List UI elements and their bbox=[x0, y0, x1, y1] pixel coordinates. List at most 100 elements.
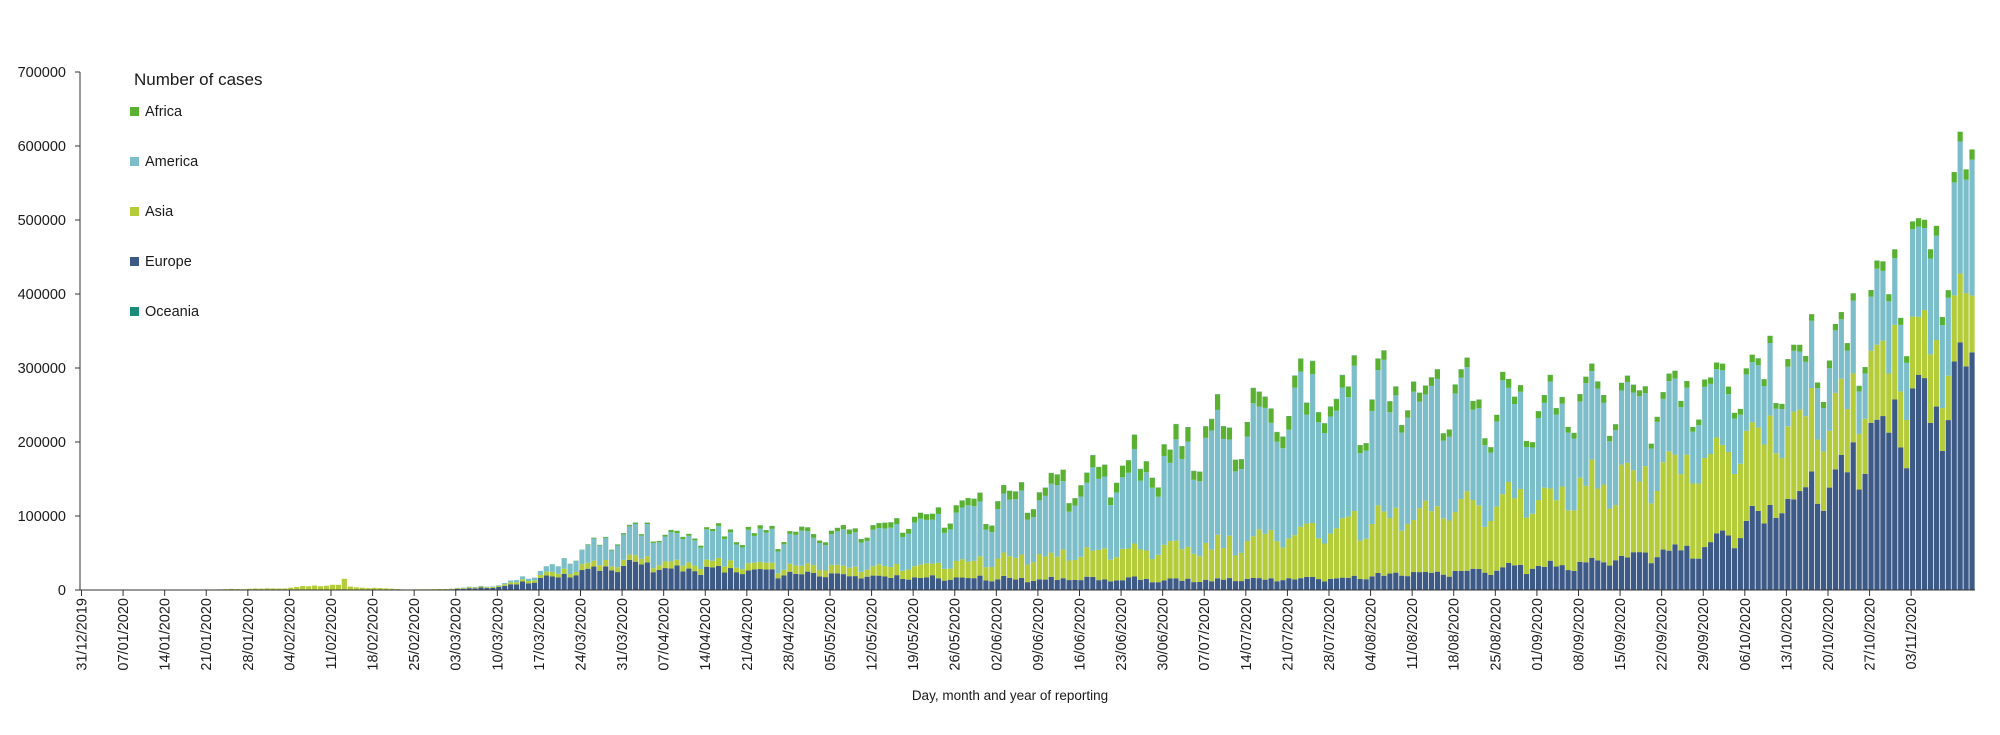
bar-europe bbox=[1910, 388, 1916, 590]
bar-asia bbox=[573, 571, 579, 576]
bar-africa bbox=[793, 531, 799, 535]
bar-europe bbox=[1672, 544, 1678, 590]
bar-asia bbox=[793, 565, 799, 574]
bar-asia bbox=[692, 565, 698, 572]
bar-europe bbox=[1577, 561, 1583, 590]
legend: Number of cases Africa America Asia Europe O… bbox=[130, 70, 263, 320]
bar-europe bbox=[852, 576, 858, 590]
bar-america bbox=[1874, 268, 1880, 345]
bar-europe bbox=[1482, 572, 1488, 590]
bar-africa bbox=[1042, 487, 1048, 496]
bar-europe bbox=[799, 574, 805, 590]
bar-africa bbox=[1761, 379, 1767, 387]
bar-africa bbox=[1910, 221, 1916, 230]
bar-asia bbox=[1725, 451, 1732, 536]
bar-europe bbox=[692, 571, 698, 590]
bar-africa bbox=[757, 525, 763, 529]
bar-europe bbox=[769, 569, 775, 590]
bar-asia bbox=[1666, 451, 1672, 551]
bar-africa bbox=[1500, 372, 1506, 381]
bar-asia bbox=[1381, 511, 1387, 576]
bar-africa bbox=[1315, 412, 1322, 423]
bar-europe bbox=[1660, 549, 1666, 590]
bar-america bbox=[1844, 350, 1850, 410]
bar-america bbox=[1565, 432, 1571, 511]
bar-asia bbox=[1618, 464, 1625, 556]
bar-africa bbox=[1868, 290, 1874, 297]
bar-asia bbox=[805, 563, 811, 572]
bar-europe bbox=[1725, 535, 1732, 590]
bar-america bbox=[1310, 373, 1316, 523]
legend-swatch-africa bbox=[130, 107, 139, 116]
legend-label-europe: Europe bbox=[145, 254, 192, 270]
bar-america bbox=[1351, 365, 1357, 512]
bar-europe bbox=[680, 571, 686, 590]
bar-europe bbox=[1268, 578, 1274, 590]
bar-america bbox=[1030, 517, 1037, 563]
bar-africa bbox=[811, 534, 817, 538]
bar-africa bbox=[1060, 469, 1066, 482]
bar-africa bbox=[1933, 225, 1939, 236]
bar-asia bbox=[395, 589, 401, 590]
bar-asia bbox=[1357, 540, 1363, 579]
x-tick-label: 21/01/2020 bbox=[199, 598, 215, 671]
bar-asia bbox=[591, 560, 597, 567]
bar-america bbox=[1927, 258, 1934, 355]
bar-europe bbox=[460, 588, 466, 590]
bar-asia bbox=[1642, 466, 1648, 553]
bar-africa bbox=[1416, 392, 1423, 402]
bar-europe bbox=[454, 588, 460, 590]
bar-africa bbox=[1921, 219, 1928, 228]
bar-america bbox=[894, 523, 900, 564]
bar-europe bbox=[573, 575, 579, 590]
bar-africa bbox=[1203, 426, 1209, 438]
bar-asia bbox=[1630, 470, 1637, 553]
bar-asia bbox=[1458, 499, 1464, 571]
bar-asia bbox=[858, 571, 864, 579]
bar-africa bbox=[1678, 401, 1684, 408]
bar-asia bbox=[365, 588, 371, 590]
bar-asia bbox=[1957, 273, 1963, 343]
bar-europe bbox=[1862, 473, 1868, 590]
bar-europe bbox=[793, 573, 799, 590]
bar-america bbox=[650, 542, 656, 569]
bar-america bbox=[1506, 387, 1512, 483]
bar-america bbox=[1809, 320, 1815, 388]
bar-africa bbox=[1856, 385, 1862, 392]
x-tick-label: 22/09/2020 bbox=[1655, 598, 1671, 671]
bar-africa bbox=[1601, 395, 1607, 403]
bar-europe bbox=[1405, 576, 1411, 590]
x-tick-label: 18/08/2020 bbox=[1447, 598, 1463, 671]
bar-america bbox=[1589, 371, 1595, 460]
bar-africa bbox=[644, 522, 650, 525]
bar-europe bbox=[1630, 552, 1637, 590]
x-tick-label: 07/07/2020 bbox=[1197, 598, 1213, 671]
bar-africa bbox=[1078, 485, 1084, 497]
bar-africa bbox=[1339, 375, 1345, 388]
bar-asia bbox=[710, 560, 716, 568]
bar-asia bbox=[1214, 534, 1221, 579]
bar-asia bbox=[1767, 415, 1773, 505]
bar-europe bbox=[935, 578, 941, 590]
bar-america bbox=[1494, 421, 1500, 507]
x-tick-label: 21/07/2020 bbox=[1280, 598, 1296, 671]
bar-africa bbox=[1434, 369, 1440, 379]
bar-asia bbox=[739, 569, 745, 575]
bar-africa bbox=[1220, 426, 1227, 439]
bar-asia bbox=[1672, 454, 1678, 545]
bar-africa bbox=[1904, 356, 1910, 363]
bar-asia bbox=[1773, 453, 1779, 518]
bar-europe bbox=[1191, 582, 1197, 590]
bar-asia bbox=[1411, 520, 1417, 573]
bar-europe bbox=[1915, 375, 1922, 590]
bar-america bbox=[995, 508, 1001, 559]
bar-america bbox=[1256, 406, 1262, 530]
bar-africa bbox=[1470, 401, 1476, 410]
bar-america bbox=[1547, 381, 1553, 489]
bar-asia bbox=[525, 581, 532, 584]
bar-africa bbox=[1820, 402, 1827, 409]
bar-europe bbox=[1428, 572, 1435, 590]
bar-asia bbox=[840, 565, 846, 575]
bar-america bbox=[1292, 387, 1298, 536]
bar-africa bbox=[923, 514, 930, 520]
